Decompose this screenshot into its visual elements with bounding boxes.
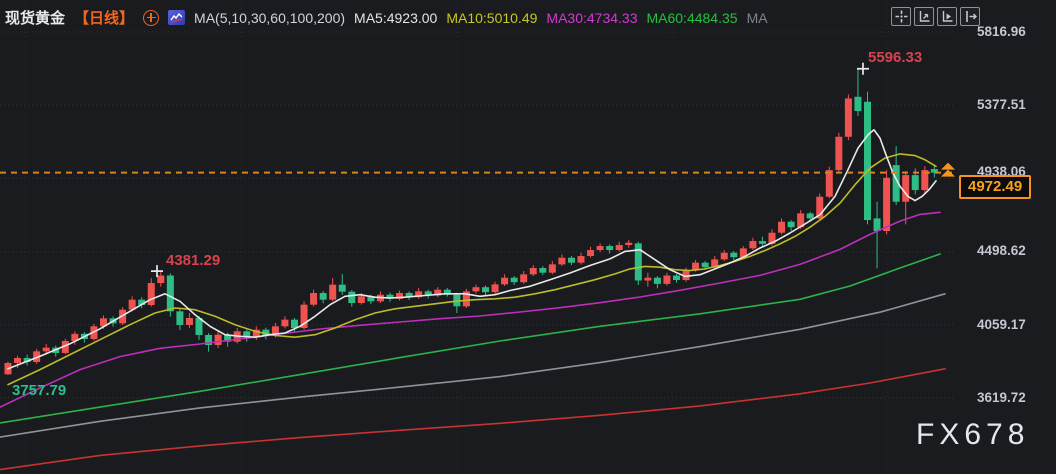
ma5-value-label: MA5:4923.00 — [354, 9, 438, 26]
axis-arrow-up-icon — [919, 11, 929, 22]
price-axis-label: 4498.62 — [977, 243, 1026, 258]
swing-high-annotation: 4381.29 — [166, 252, 221, 269]
spike-high-annotation: 5596.33 — [868, 49, 923, 66]
indicator-button[interactable] — [168, 10, 186, 25]
axis-arrow-play-icon — [942, 11, 952, 22]
add-compare-button[interactable] — [143, 9, 160, 26]
price-axis-label: 5816.96 — [977, 24, 1026, 39]
symbol-title: 现货黄金 — [5, 10, 66, 27]
chart-header: 现货黄金 【日线】 MA(5,10,30,60,100,200) MA5:492… — [5, 7, 768, 28]
crosshair-icon — [895, 10, 907, 23]
fx678-watermark: FX678 — [916, 418, 1030, 451]
price-axis-label: 5377.51 — [977, 97, 1026, 112]
fullscreen-exit-button[interactable] — [960, 7, 980, 26]
ma30-value-label: MA30:4734.33 — [546, 9, 638, 26]
exit-right-icon — [965, 11, 977, 22]
timeframe-label: 【日线】 — [74, 10, 135, 27]
crosshair-tool-button[interactable] — [891, 7, 911, 26]
swing-low-annotation: 3757.79 — [12, 382, 67, 399]
autoscale-tool-button[interactable] — [937, 7, 957, 26]
price-axis-label: 4059.17 — [977, 317, 1026, 332]
ma-extra-label: MA — [746, 9, 768, 26]
chart-toolbar — [891, 7, 980, 26]
ma60-value-label: MA60:4484.35 — [646, 9, 738, 26]
scale-tool-button[interactable] — [914, 7, 934, 26]
ma10-value-label: MA10:5010.49 — [446, 9, 538, 26]
line-chart-icon — [170, 12, 183, 23]
price-axis-label: 3619.72 — [977, 390, 1026, 405]
current-price-label: 4972.49 — [959, 175, 1032, 199]
ma-settings-label[interactable]: MA(5,10,30,60,100,200) — [194, 9, 346, 26]
